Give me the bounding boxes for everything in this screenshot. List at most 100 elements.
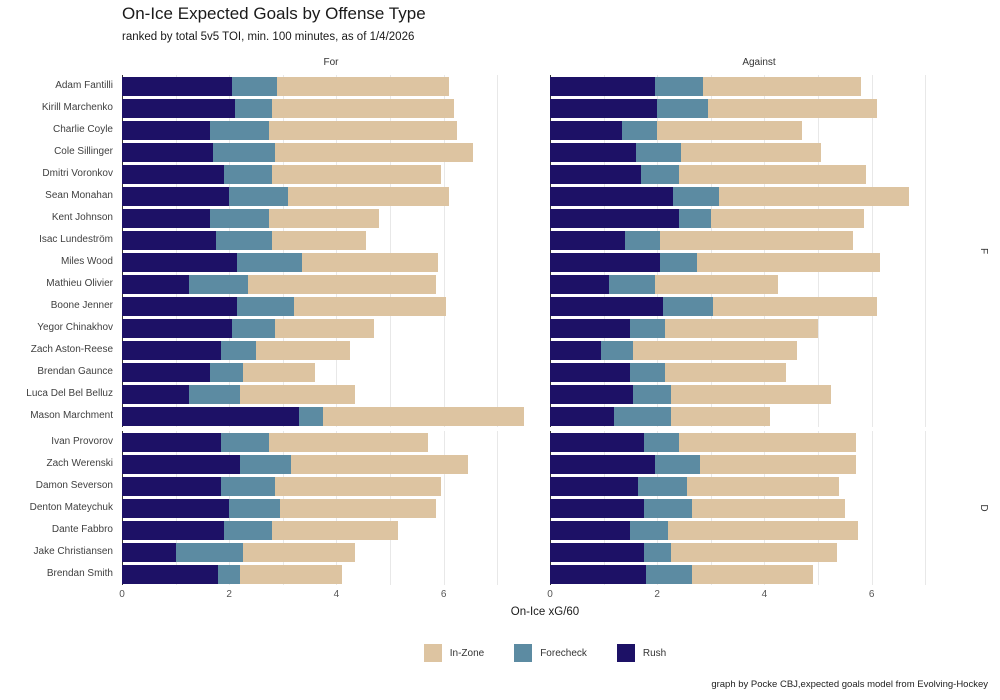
bar-row xyxy=(550,252,880,272)
gridline xyxy=(925,75,927,427)
player-label: Charlie Coyle xyxy=(52,124,113,135)
bar-segment-forecheck xyxy=(189,384,240,404)
bar-row xyxy=(550,542,837,562)
bar-segment-forecheck xyxy=(643,432,679,452)
gridline xyxy=(497,75,499,427)
x-tick-label: 4 xyxy=(333,589,340,600)
bar-segment-in-zone xyxy=(272,230,366,250)
player-label: Adam Fantilli xyxy=(55,80,113,91)
bar-row xyxy=(122,384,356,404)
bar-segment-in-zone xyxy=(692,564,813,584)
bar-segment-in-zone xyxy=(686,476,840,496)
bar-segment-in-zone xyxy=(670,406,770,426)
bar-row xyxy=(122,164,441,184)
bar-segment-rush xyxy=(122,98,235,118)
bar-row xyxy=(122,296,447,316)
bar-segment-forecheck xyxy=(654,76,703,96)
bar-segment-rush xyxy=(550,274,609,294)
y-axis-line xyxy=(122,75,123,427)
bar-segment-rush xyxy=(550,318,631,338)
bar-segment-rush xyxy=(550,296,663,316)
bar-row xyxy=(122,142,474,162)
bar-row xyxy=(122,98,455,118)
bar-segment-forecheck xyxy=(210,362,243,382)
bar-row xyxy=(122,318,374,338)
player-label: Jake Christiansen xyxy=(33,546,113,557)
bar-segment-forecheck xyxy=(189,274,248,294)
bar-segment-rush xyxy=(122,120,211,140)
bar-row xyxy=(550,98,877,118)
bar-segment-in-zone xyxy=(242,542,356,562)
bar-segment-forecheck xyxy=(213,142,275,162)
bar-row xyxy=(550,454,856,474)
bar-segment-forecheck xyxy=(608,274,655,294)
bar-segment-in-zone xyxy=(657,120,802,140)
gridline xyxy=(871,431,873,585)
bar-segment-rush xyxy=(122,384,189,404)
bar-segment-forecheck xyxy=(221,340,256,360)
bar-segment-in-zone xyxy=(665,362,786,382)
bar-segment-in-zone xyxy=(700,454,856,474)
bar-row xyxy=(122,76,449,96)
bar-segment-forecheck xyxy=(630,318,666,338)
bar-row xyxy=(122,454,468,474)
bar-segment-rush xyxy=(122,252,238,272)
bar-segment-rush xyxy=(122,186,230,206)
chart-subtitle: ranked by total 5v5 TOI, min. 100 minute… xyxy=(122,31,415,43)
bar-segment-in-zone xyxy=(280,498,436,518)
legend-item-forecheck: Forecheck xyxy=(514,644,587,662)
bar-segment-in-zone xyxy=(678,432,856,452)
bar-row xyxy=(122,564,342,584)
bar-row xyxy=(550,498,845,518)
bar-segment-in-zone xyxy=(274,142,474,162)
bar-segment-forecheck xyxy=(223,520,273,540)
legend-swatch-forecheck xyxy=(514,644,533,662)
bar-row xyxy=(122,498,436,518)
bar-segment-rush xyxy=(122,76,232,96)
player-label: Dmitri Voronkov xyxy=(42,168,113,179)
bar-row xyxy=(550,142,821,162)
bar-row xyxy=(122,476,441,496)
bar-row xyxy=(550,564,813,584)
player-label: Dante Fabbro xyxy=(51,524,113,535)
bar-segment-rush xyxy=(550,340,601,360)
bar-segment-rush xyxy=(550,164,642,184)
bar-segment-rush xyxy=(550,186,674,206)
bar-row xyxy=(550,318,818,338)
x-tick-label: 4 xyxy=(761,589,768,600)
bar-segment-forecheck xyxy=(633,384,671,404)
bar-row xyxy=(550,362,786,382)
facet-strip-forwards: F xyxy=(978,247,989,255)
bar-segment-in-zone xyxy=(272,520,399,540)
x-tick-row: 0 2 4 6 xyxy=(547,589,968,601)
bar-segment-in-zone xyxy=(670,384,832,404)
player-label: Zach Aston-Reese xyxy=(30,344,113,355)
x-tick-label: 6 xyxy=(868,589,875,600)
gridline xyxy=(497,431,499,585)
bar-segment-forecheck xyxy=(229,498,281,518)
gridline xyxy=(390,75,391,427)
bar-segment-in-zone xyxy=(277,76,449,96)
bar-segment-in-zone xyxy=(274,318,374,338)
panel-against-d xyxy=(550,431,968,585)
bar-segment-rush xyxy=(122,406,299,426)
bar-row xyxy=(122,542,356,562)
legend-label-rush: Rush xyxy=(642,647,667,659)
bar-segment-rush xyxy=(550,498,644,518)
bar-row xyxy=(550,520,859,540)
bar-segment-in-zone xyxy=(681,142,821,162)
bar-segment-in-zone xyxy=(708,98,877,118)
legend-item-in-zone: In-Zone xyxy=(423,644,484,662)
player-label: Cole Sillinger xyxy=(54,146,113,157)
bar-segment-rush xyxy=(550,120,623,140)
bar-segment-in-zone xyxy=(293,296,447,316)
bar-segment-forecheck xyxy=(298,406,323,426)
player-label: Mathieu Olivier xyxy=(46,278,113,289)
bar-segment-in-zone xyxy=(288,186,449,206)
gridline xyxy=(925,431,927,585)
bar-row xyxy=(122,120,457,140)
bar-segment-rush xyxy=(122,432,222,452)
bar-segment-forecheck xyxy=(614,406,671,426)
legend-swatch-in-zone xyxy=(423,644,442,662)
bar-row xyxy=(550,432,856,452)
